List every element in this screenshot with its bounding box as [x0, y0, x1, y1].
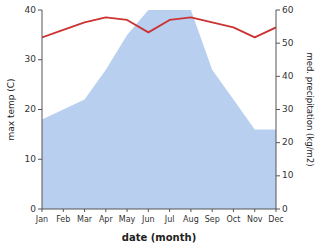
y2-tick: 10	[276, 170, 294, 180]
y2-tick-label: 50	[282, 38, 294, 48]
x-tick-mark	[127, 209, 128, 212]
y2-tick-label: 60	[282, 5, 294, 15]
x-tick-label: Apr	[99, 215, 114, 224]
y-tick-label: 40	[25, 5, 37, 15]
x-axis-label: date (month)	[122, 232, 196, 243]
x-tick-mark	[84, 209, 85, 212]
y-tick-mark	[38, 209, 42, 210]
x-tick-label: Jul	[164, 215, 175, 224]
x-tick: Jun	[141, 209, 155, 224]
y2-tick-label: 40	[282, 71, 294, 81]
x-axis-line	[42, 209, 276, 210]
x-tick-mark	[42, 209, 43, 212]
temp-line	[42, 17, 276, 37]
y-tick-mark	[38, 159, 42, 160]
x-tick-label: Jun	[141, 215, 155, 224]
x-tick: Aug	[183, 209, 199, 224]
y2-tick-mark	[276, 142, 280, 143]
y-tick-mark	[38, 10, 42, 11]
y-tick-label: 20	[25, 104, 37, 114]
rainfall-area	[42, 10, 276, 209]
x-tick: Nov	[247, 209, 263, 224]
x-tick-mark	[254, 209, 255, 212]
x-tick-label: Oct	[227, 215, 241, 224]
x-tick: Sep	[205, 209, 220, 224]
y2-tick: 40	[276, 71, 294, 81]
y2-axis-label: med. precipitation (kg/m2)	[305, 52, 315, 166]
x-tick-mark	[105, 209, 106, 212]
x-tick: Jul	[164, 209, 175, 224]
x-tick-mark	[276, 209, 277, 212]
x-tick-mark	[233, 209, 234, 212]
y-tick-mark	[38, 59, 42, 60]
x-tick: Feb	[56, 209, 70, 224]
y-tick: 20	[25, 104, 42, 114]
y2-tick: 60	[276, 5, 294, 15]
x-tick: Mar	[77, 209, 93, 224]
x-tick-label: Feb	[56, 215, 70, 224]
x-tick-label: Nov	[247, 215, 263, 224]
x-tick-label: Mar	[77, 215, 93, 224]
y-tick-label: 0	[30, 204, 36, 214]
y2-tick: 20	[276, 137, 294, 147]
x-tick-label: May	[119, 215, 136, 224]
y2-tick: 0	[276, 204, 288, 214]
y-tick: 30	[25, 54, 42, 64]
y2-tick-mark	[276, 76, 280, 77]
y2-tick-mark	[276, 175, 280, 176]
x-tick: Apr	[99, 209, 114, 224]
x-tick-mark	[63, 209, 64, 212]
plot-area	[42, 10, 276, 209]
y2-tick-label: 10	[282, 170, 294, 180]
y-tick: 0	[30, 204, 42, 214]
x-tick-mark	[169, 209, 170, 212]
x-tick-label: Aug	[183, 215, 199, 224]
y-axis-label: max temp (C)	[6, 78, 16, 140]
x-tick: May	[119, 209, 136, 224]
y2-tick-label: 30	[282, 104, 294, 114]
x-tick-mark	[148, 209, 149, 212]
x-tick-label: Dec	[268, 215, 283, 224]
y2-tick: 30	[276, 104, 294, 114]
y2-tick-mark	[276, 10, 280, 11]
y-tick-label: 10	[25, 154, 37, 164]
x-tick: Oct	[227, 209, 241, 224]
y2-tick-mark	[276, 43, 280, 44]
y-tick: 10	[25, 154, 42, 164]
y-tick: 40	[25, 5, 42, 15]
y2-tick-label: 0	[282, 204, 288, 214]
x-tick-mark	[190, 209, 191, 212]
y2-tick: 50	[276, 38, 294, 48]
x-tick: Dec	[268, 209, 283, 224]
y-tick-mark	[38, 109, 42, 110]
x-tick-label: Sep	[205, 215, 220, 224]
y2-tick-mark	[276, 209, 280, 210]
y-tick-label: 30	[25, 54, 37, 64]
chart: 0 10 20 30 40 0 10 20 30 40 50 60 Jan Feb Mar Apr May Jun…	[0, 0, 318, 247]
x-tick-label: Jan	[35, 215, 48, 224]
x-tick: Jan	[35, 209, 48, 224]
x-tick-mark	[212, 209, 213, 212]
y2-tick-label: 20	[282, 137, 294, 147]
y2-tick-mark	[276, 109, 280, 110]
